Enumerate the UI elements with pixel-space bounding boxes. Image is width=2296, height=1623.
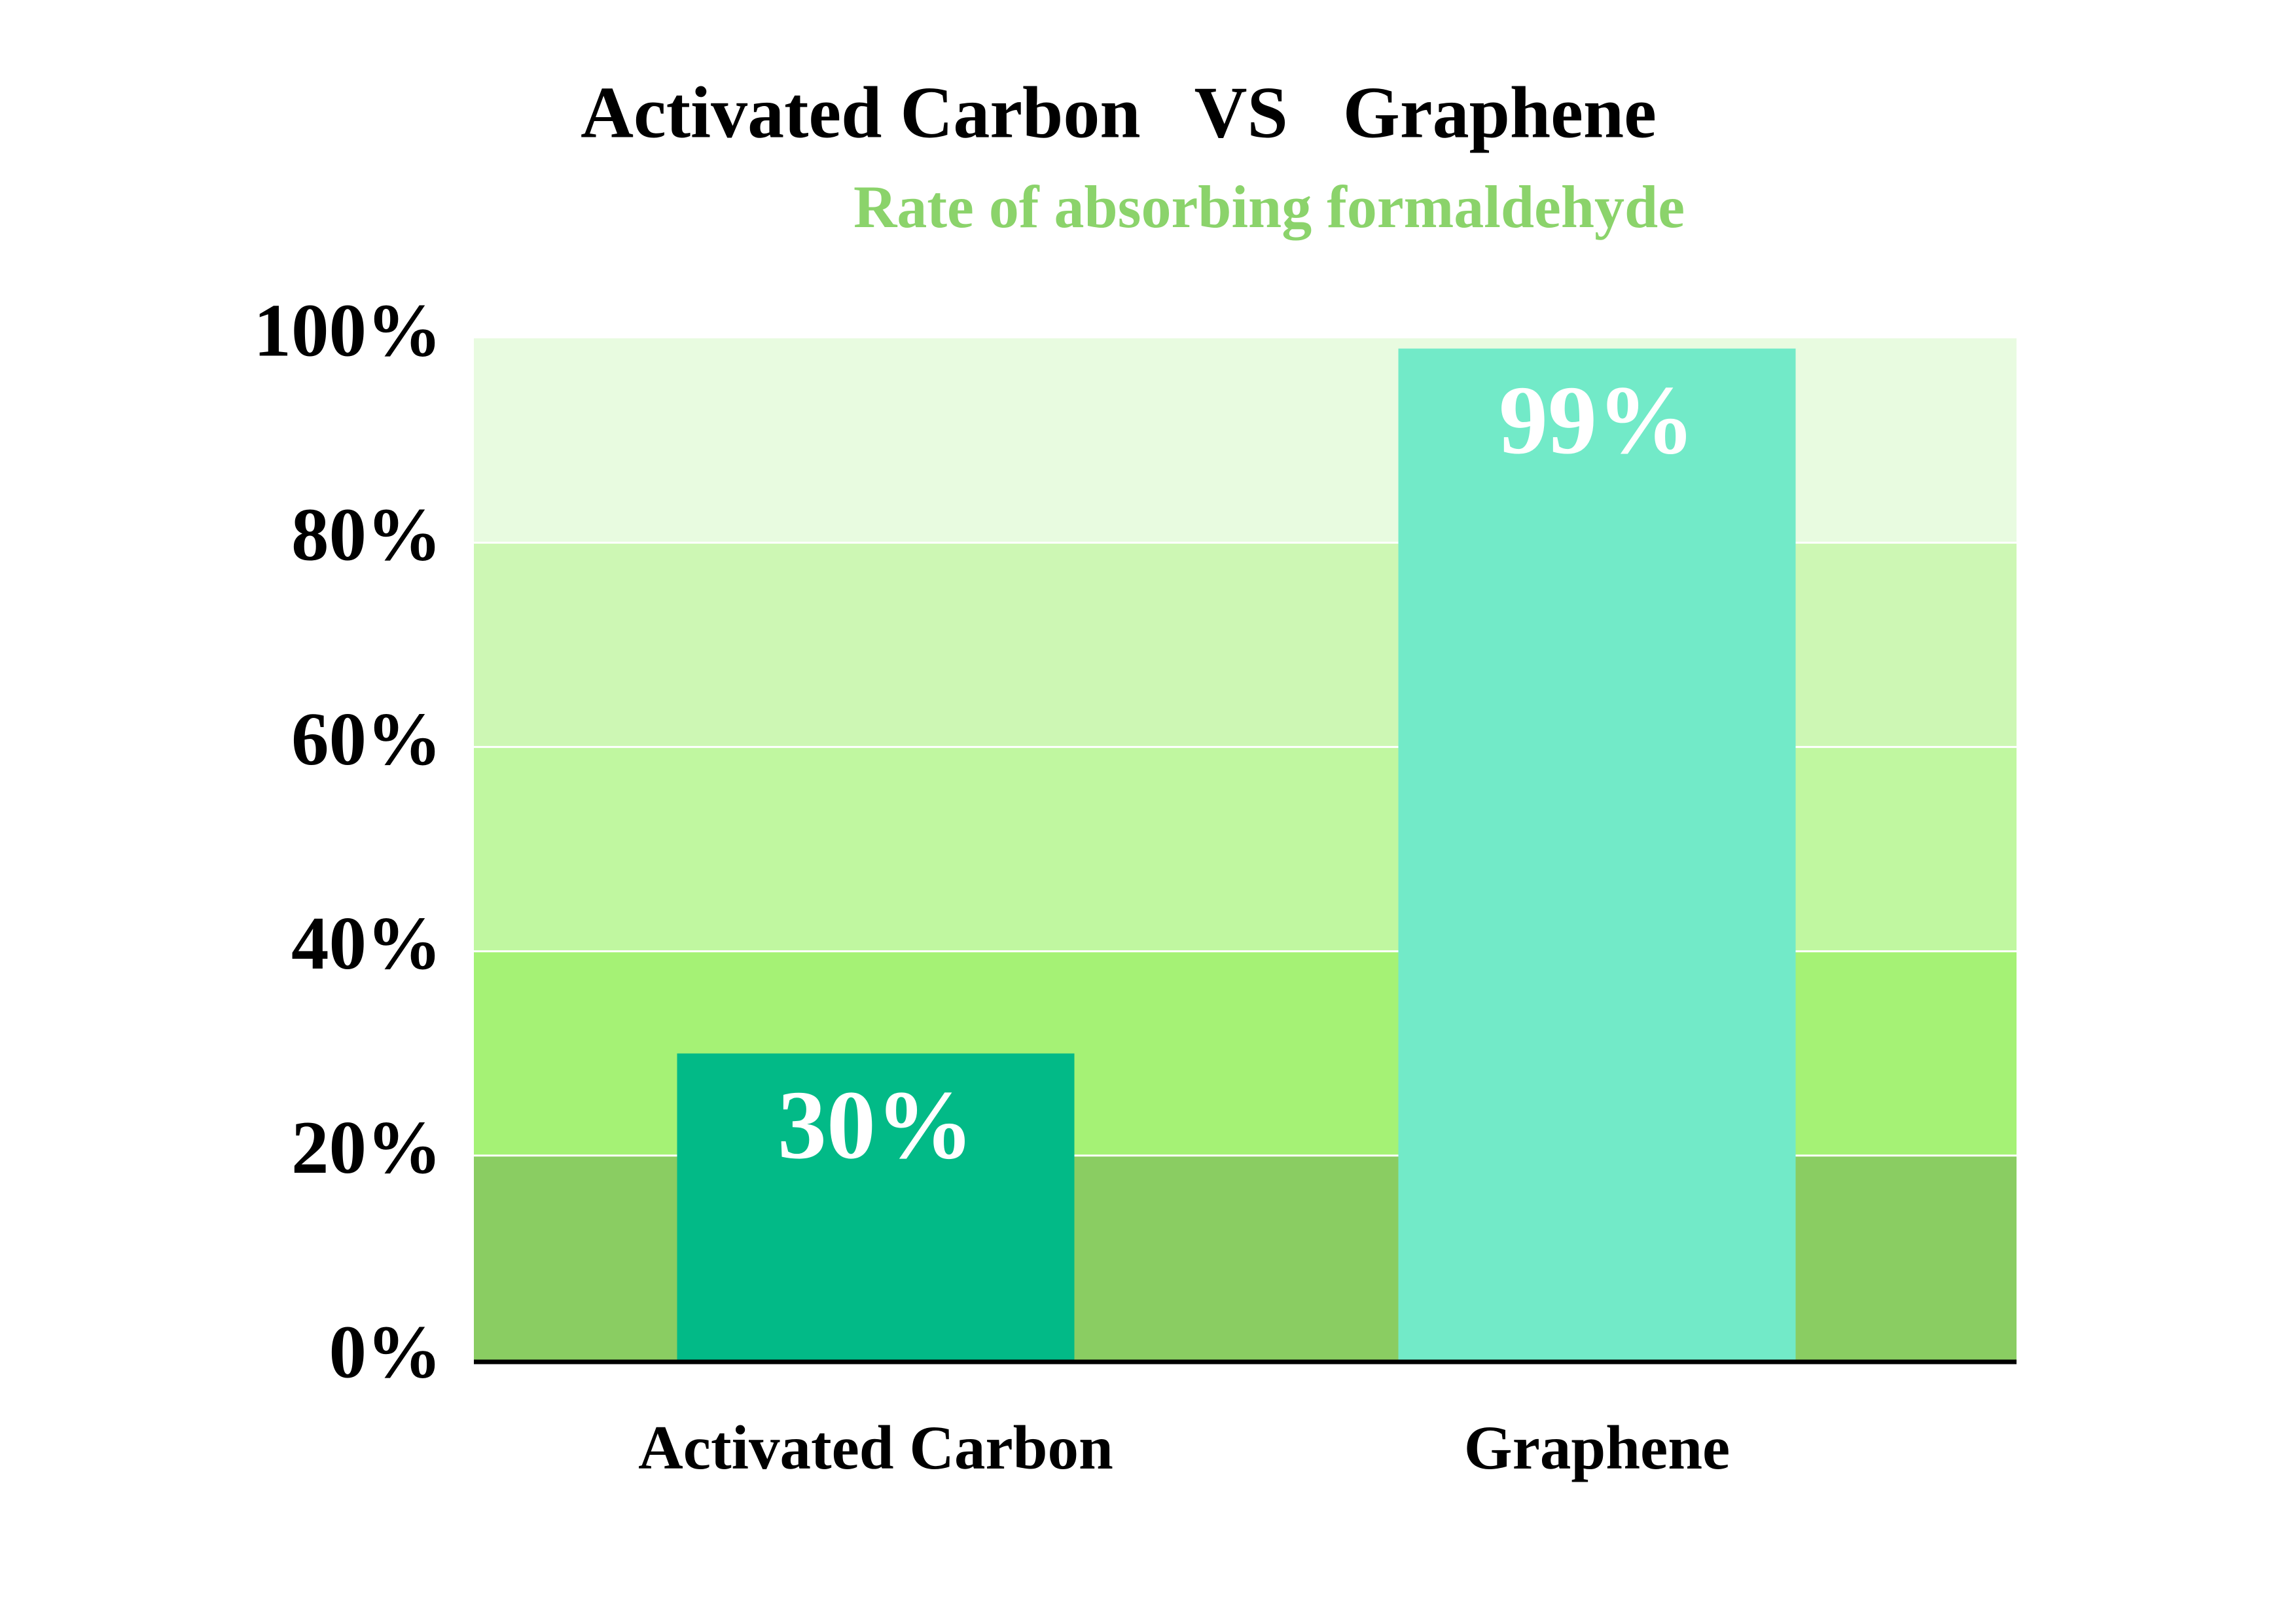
y-tick-label: 20% [291, 1106, 442, 1189]
value-label: 99% [1499, 366, 1695, 474]
bar [677, 1053, 1075, 1360]
y-tick-label: 40% [291, 902, 442, 985]
y-tick-label: 0% [329, 1310, 442, 1393]
chart-title: Activated Carbon VS Graphene [581, 73, 1657, 154]
y-tick-label: 80% [291, 493, 442, 577]
x-tick-label: Graphene [1464, 1413, 1730, 1482]
chart-subtitle: Rate of absorbing formaldehyde [853, 173, 1685, 240]
value-label: 30% [778, 1071, 974, 1179]
bar [1398, 348, 1796, 1360]
y-tick-label: 100% [254, 289, 442, 372]
y-tick-label: 60% [291, 698, 442, 781]
x-tick-label: Activated Carbon [638, 1413, 1113, 1482]
